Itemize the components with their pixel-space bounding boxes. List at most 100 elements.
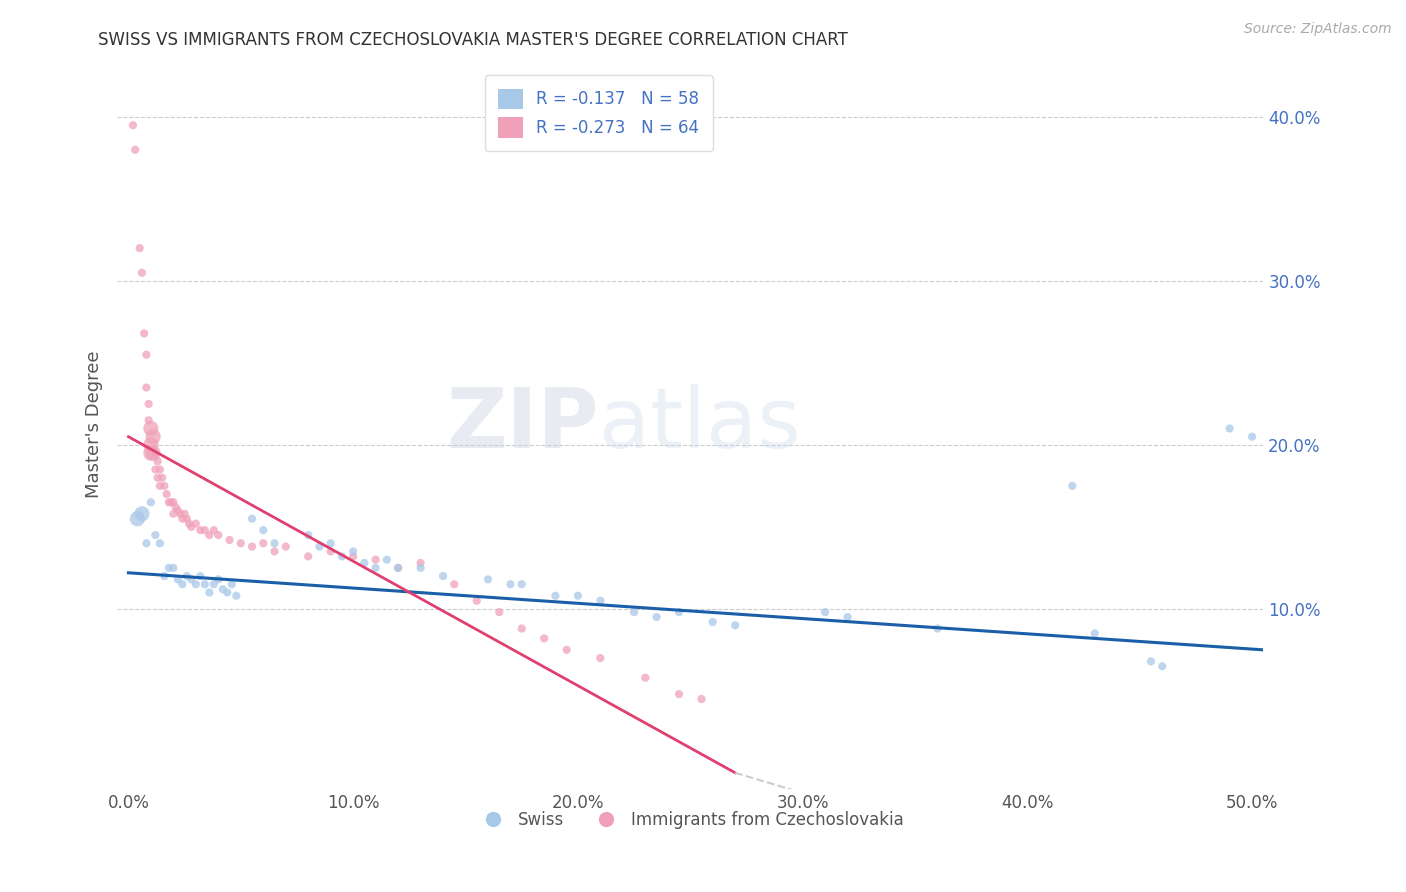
Point <box>139 421 162 435</box>
Point <box>138 413 160 427</box>
Point <box>668 687 690 701</box>
Point <box>488 605 510 619</box>
Point <box>131 507 153 521</box>
Point <box>188 523 211 537</box>
Point <box>240 511 263 525</box>
Point <box>263 544 285 558</box>
Y-axis label: Master's Degree: Master's Degree <box>86 351 103 498</box>
Point <box>146 471 169 485</box>
Point <box>127 511 149 525</box>
Point <box>387 561 409 575</box>
Point <box>510 577 533 591</box>
Point <box>589 593 612 607</box>
Point <box>1241 430 1264 444</box>
Point <box>135 348 157 362</box>
Point <box>150 471 173 485</box>
Point <box>555 643 578 657</box>
Text: Source: ZipAtlas.com: Source: ZipAtlas.com <box>1244 22 1392 37</box>
Point <box>308 540 330 554</box>
Point <box>353 556 375 570</box>
Point <box>172 511 194 525</box>
Point <box>139 446 162 460</box>
Point <box>724 618 747 632</box>
Point <box>375 552 398 566</box>
Point <box>131 266 153 280</box>
Point <box>409 561 432 575</box>
Point <box>194 523 217 537</box>
Point <box>138 397 160 411</box>
Point <box>499 577 522 591</box>
Point <box>135 536 157 550</box>
Point <box>229 536 252 550</box>
Point <box>409 556 432 570</box>
Point <box>432 569 454 583</box>
Point <box>149 462 172 476</box>
Point <box>1062 479 1084 493</box>
Point <box>252 536 274 550</box>
Point <box>623 605 645 619</box>
Point <box>162 507 184 521</box>
Point <box>211 582 233 597</box>
Point <box>477 572 499 586</box>
Point <box>364 561 387 575</box>
Point <box>274 540 297 554</box>
Point <box>134 326 156 341</box>
Point <box>814 605 837 619</box>
Point <box>567 589 589 603</box>
Point <box>1140 654 1163 668</box>
Point <box>153 479 176 493</box>
Point <box>252 523 274 537</box>
Point <box>533 632 555 646</box>
Text: ZIP: ZIP <box>446 384 599 465</box>
Point <box>194 577 217 591</box>
Point <box>180 520 202 534</box>
Point <box>202 577 225 591</box>
Text: atlas: atlas <box>599 384 800 465</box>
Point <box>165 500 187 515</box>
Point <box>149 479 172 493</box>
Point <box>153 569 176 583</box>
Point <box>702 615 724 629</box>
Point <box>172 577 194 591</box>
Point <box>690 692 713 706</box>
Point <box>157 495 180 509</box>
Point <box>634 671 657 685</box>
Point <box>218 533 240 547</box>
Point <box>465 593 488 607</box>
Point <box>135 380 157 394</box>
Point <box>184 577 207 591</box>
Point <box>145 528 167 542</box>
Point <box>157 561 180 575</box>
Point <box>145 446 167 460</box>
Point <box>202 523 225 537</box>
Point <box>139 438 162 452</box>
Point <box>207 572 229 586</box>
Point <box>198 528 221 542</box>
Point <box>173 507 195 521</box>
Point <box>162 495 184 509</box>
Point <box>221 577 243 591</box>
Point <box>128 241 150 255</box>
Text: SWISS VS IMMIGRANTS FROM CZECHOSLOVAKIA MASTER'S DEGREE CORRELATION CHART: SWISS VS IMMIGRANTS FROM CZECHOSLOVAKIA … <box>98 31 848 49</box>
Point <box>167 503 190 517</box>
Point <box>139 495 162 509</box>
Point <box>263 536 285 550</box>
Point <box>145 462 167 476</box>
Point <box>180 572 202 586</box>
Point <box>1219 421 1241 435</box>
Legend: Swiss, Immigrants from Czechoslovakia: Swiss, Immigrants from Czechoslovakia <box>470 805 911 836</box>
Point <box>124 143 146 157</box>
Point <box>167 572 190 586</box>
Point <box>122 118 145 132</box>
Point <box>184 516 207 531</box>
Point <box>176 511 198 525</box>
Point <box>225 589 247 603</box>
Point <box>297 549 319 564</box>
Point <box>176 569 198 583</box>
Point <box>330 549 353 564</box>
Point <box>364 552 387 566</box>
Point <box>510 622 533 636</box>
Point <box>142 430 165 444</box>
Point <box>1084 626 1107 640</box>
Point <box>443 577 465 591</box>
